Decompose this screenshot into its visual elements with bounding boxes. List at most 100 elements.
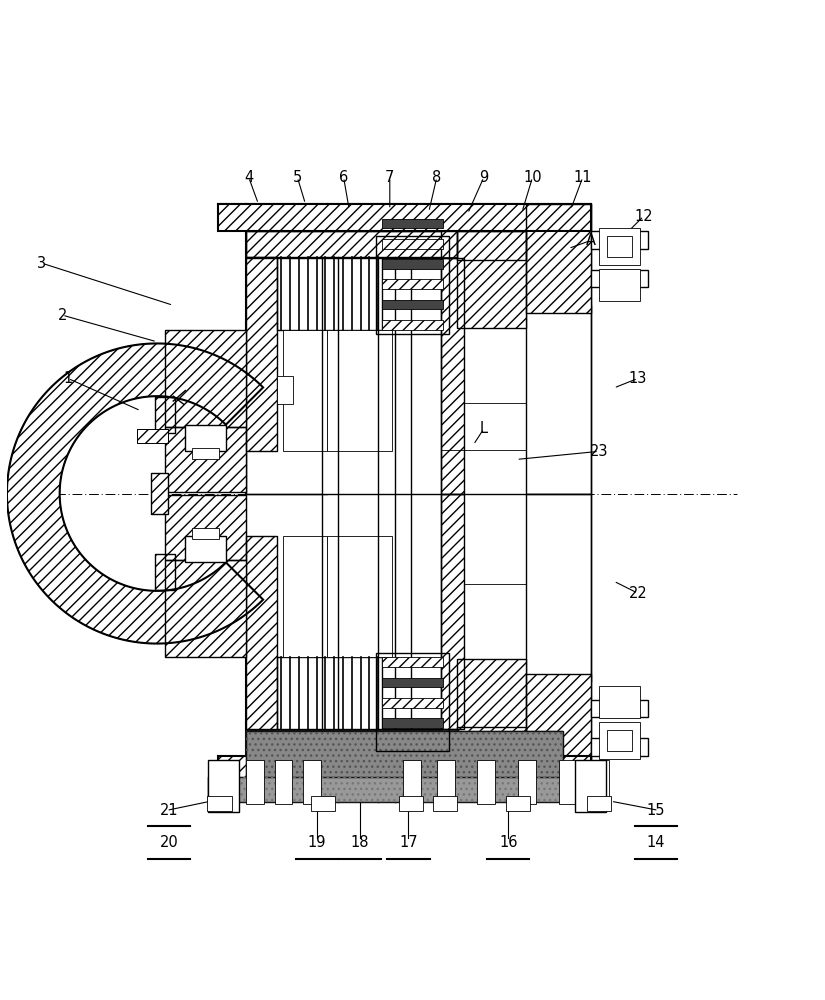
- Bar: [165, 427, 246, 492]
- Bar: [383, 759, 443, 768]
- Bar: [246, 231, 457, 258]
- Bar: [599, 269, 639, 301]
- Bar: [441, 258, 464, 494]
- Bar: [433, 796, 457, 811]
- Bar: [246, 257, 277, 451]
- Bar: [246, 231, 457, 258]
- Bar: [246, 536, 277, 730]
- Bar: [218, 204, 591, 231]
- Bar: [165, 495, 246, 560]
- Bar: [478, 760, 495, 804]
- Text: 21: 21: [160, 803, 178, 818]
- Bar: [591, 760, 609, 804]
- Text: 7: 7: [385, 170, 394, 185]
- Text: 8: 8: [432, 170, 441, 185]
- Bar: [383, 657, 443, 667]
- Bar: [246, 536, 277, 730]
- Bar: [506, 796, 530, 811]
- Bar: [526, 494, 591, 682]
- Bar: [186, 536, 226, 562]
- Bar: [403, 760, 421, 804]
- Bar: [277, 657, 383, 730]
- Bar: [383, 320, 443, 330]
- Bar: [457, 231, 526, 260]
- Text: 16: 16: [499, 835, 517, 850]
- Bar: [383, 259, 443, 269]
- Bar: [328, 536, 392, 657]
- Bar: [436, 760, 455, 804]
- Bar: [275, 760, 292, 804]
- Text: 17: 17: [399, 835, 417, 850]
- Bar: [165, 427, 246, 492]
- Bar: [137, 429, 167, 443]
- Bar: [186, 425, 226, 451]
- Bar: [599, 722, 639, 759]
- Bar: [376, 653, 449, 751]
- Bar: [165, 495, 246, 560]
- Bar: [277, 257, 383, 330]
- Bar: [457, 659, 526, 756]
- Bar: [246, 730, 441, 756]
- Bar: [383, 678, 443, 687]
- Polygon shape: [7, 343, 263, 644]
- Bar: [383, 279, 443, 289]
- Text: 18: 18: [351, 835, 369, 850]
- Bar: [441, 494, 464, 729]
- Text: 12: 12: [634, 209, 653, 224]
- Bar: [383, 300, 443, 309]
- Bar: [137, 429, 167, 443]
- Bar: [575, 760, 606, 812]
- Bar: [383, 718, 443, 728]
- Bar: [599, 228, 639, 265]
- Text: 2: 2: [58, 308, 67, 323]
- Bar: [208, 777, 606, 802]
- Bar: [457, 231, 526, 328]
- Bar: [376, 236, 449, 334]
- Bar: [165, 560, 246, 657]
- Bar: [526, 674, 591, 783]
- Bar: [457, 231, 526, 328]
- Bar: [246, 731, 563, 780]
- Bar: [383, 239, 443, 249]
- Bar: [457, 727, 526, 756]
- Bar: [218, 204, 591, 231]
- Text: 20: 20: [160, 835, 178, 850]
- Text: 19: 19: [308, 835, 326, 850]
- Bar: [441, 494, 464, 729]
- Bar: [246, 730, 441, 756]
- Text: A: A: [586, 233, 596, 248]
- Bar: [591, 738, 648, 756]
- Bar: [383, 738, 443, 748]
- Bar: [383, 219, 443, 228]
- Bar: [328, 330, 392, 451]
- Bar: [311, 796, 336, 811]
- Bar: [591, 270, 648, 287]
- Bar: [246, 231, 441, 257]
- Bar: [207, 796, 232, 811]
- Bar: [151, 473, 167, 514]
- Bar: [526, 204, 591, 313]
- Text: 9: 9: [479, 170, 488, 185]
- Bar: [246, 250, 328, 494]
- Bar: [219, 760, 238, 804]
- Bar: [246, 729, 457, 756]
- Bar: [165, 330, 246, 427]
- Bar: [607, 236, 631, 257]
- Text: 14: 14: [647, 835, 665, 850]
- Bar: [398, 796, 423, 811]
- Bar: [192, 448, 219, 459]
- Bar: [526, 674, 591, 783]
- Text: 1: 1: [64, 371, 73, 386]
- Bar: [151, 473, 167, 514]
- Bar: [208, 777, 606, 802]
- Text: 23: 23: [590, 444, 608, 459]
- Bar: [246, 257, 277, 451]
- Bar: [457, 727, 526, 756]
- Bar: [218, 756, 591, 783]
- Text: 6: 6: [339, 170, 348, 185]
- Bar: [192, 528, 219, 539]
- Text: 4: 4: [244, 170, 253, 185]
- Bar: [154, 397, 175, 433]
- Bar: [441, 258, 464, 494]
- Bar: [587, 796, 611, 811]
